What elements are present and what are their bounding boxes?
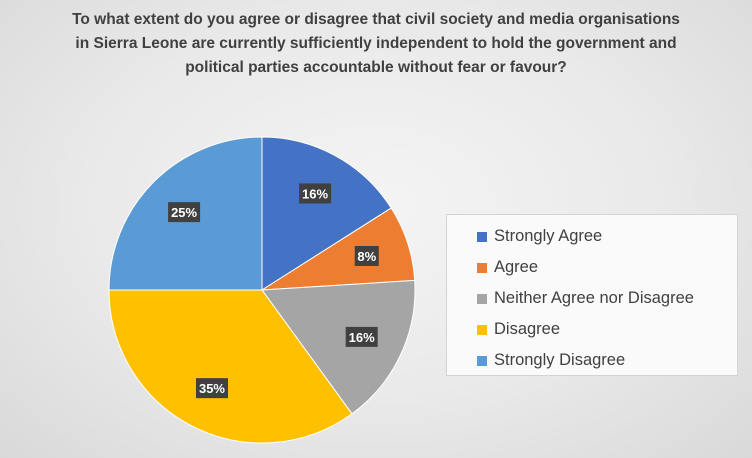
legend-label: Strongly Disagree [494, 351, 626, 369]
legend-swatch [477, 262, 487, 273]
legend-swatch [477, 355, 487, 366]
legend-swatch [477, 324, 487, 335]
legend-item-disagree: Disagree [447, 314, 737, 345]
legend-label: Neither Agree nor Disagree [494, 289, 694, 307]
data-label-text: 35% [199, 381, 225, 396]
data-label-disagree: 35% [195, 378, 228, 399]
legend-label: Strongly Agree [494, 227, 603, 245]
data-label-text: 8% [357, 249, 376, 264]
legend-item-agree: Agree [447, 252, 737, 283]
pie-slice-neither [261, 279, 416, 415]
legend-swatch [477, 293, 487, 304]
pie-slice-disagree [108, 289, 353, 444]
legend-item-strongly-disagree: Strongly Disagree [447, 345, 737, 376]
legend-swatch [477, 231, 487, 242]
data-label-box [354, 245, 379, 266]
chart-title-line-3: political parties accountable without fe… [185, 59, 567, 76]
data-label-box [168, 202, 201, 223]
data-label-strongly-disagree: 25% [168, 202, 201, 223]
pie-slice-strongly-agree [261, 136, 392, 291]
data-label-neither: 16% [345, 326, 378, 347]
legend-label: Disagree [494, 320, 561, 338]
chart-title: To what extent do you agree or disagree … [20, 8, 732, 80]
data-label-text: 16% [349, 330, 375, 345]
chart-title-line-2: in Sierra Leone are currently sufficient… [75, 35, 677, 52]
data-label-strongly-agree: 16% [299, 183, 332, 204]
data-label-agree: 8% [354, 245, 379, 266]
legend-item-strongly-agree: Strongly Agree [447, 221, 737, 252]
data-label-text: 25% [171, 205, 197, 220]
legend-label: Agree [494, 258, 539, 276]
legend-item-neither: Neither Agree nor Disagree [447, 283, 737, 314]
data-label-box [299, 183, 332, 204]
data-label-box [195, 378, 228, 399]
legend: Strongly Agree Agree Neither Agree nor D… [446, 214, 738, 376]
data-label-box [345, 326, 378, 347]
data-label-text: 16% [302, 186, 328, 201]
chart-title-line-1: To what extent do you agree or disagree … [72, 11, 680, 28]
